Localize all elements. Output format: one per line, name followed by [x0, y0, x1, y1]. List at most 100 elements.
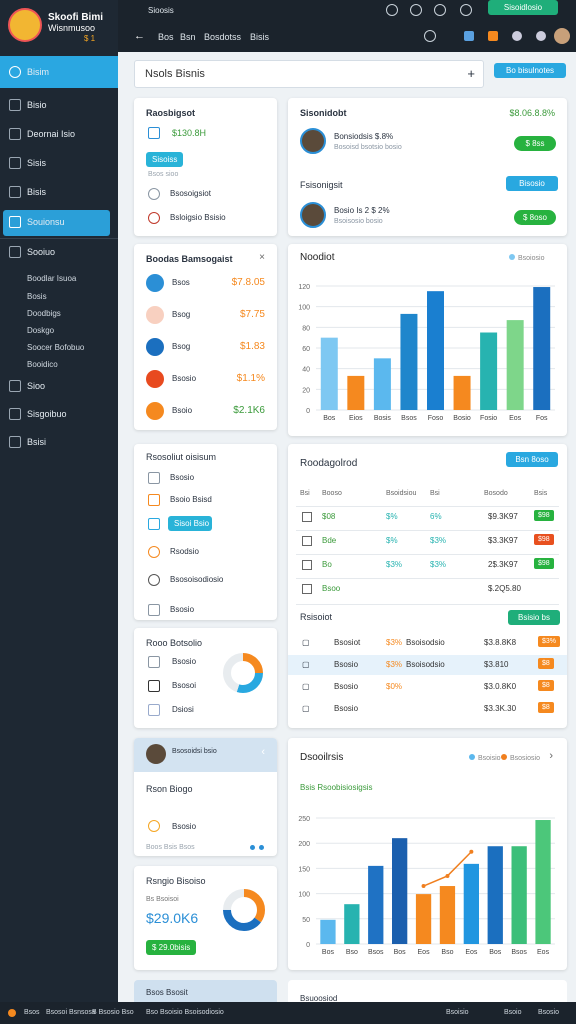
nav-link[interactable]: Bosdotss: [204, 32, 242, 42]
nav-subitem[interactable]: Doodbigs: [27, 309, 61, 318]
cell: $3.8.8K8: [484, 638, 517, 647]
row-label: Bsog: [172, 342, 191, 351]
icon: [9, 99, 21, 111]
chart-card: Dsooilrsis Bsis Rsoobisiosigsis 0 50 100 150 2…: [288, 738, 567, 970]
checkbox[interactable]: [302, 512, 312, 522]
card: Bsosoidsi bsio ‹ Rson Biogo Bsosio Boos Bsis…: [134, 738, 277, 856]
card: Rooo Botsolio Bsosio Bsosoi Dsiosi: [134, 628, 277, 728]
row-text: Bsosoisodiosio: [170, 575, 224, 584]
legend-label: Bsosiosio: [510, 755, 540, 762]
nav-item[interactable]: Bisim: [27, 67, 49, 77]
nav-subitem[interactable]: Boodlar Isuoa: [27, 274, 77, 283]
brand-sub: Wisnmusoo: [48, 23, 96, 33]
nav-subitem[interactable]: Soocer Bofobuo: [27, 343, 85, 352]
row-value: $7.75: [239, 309, 265, 320]
nav-item[interactable]: Bsisi: [27, 437, 47, 447]
stat: $8.06.8.8%: [509, 108, 555, 118]
card: Roodagolrod Bsn 8oso Bsi Booso Bsoidsiou Bsi B…: [288, 444, 567, 728]
bar: [320, 919, 336, 944]
bar: [392, 838, 408, 944]
topbar: Sioosis Sisoidlosio ← Bos Bsn Bosdotss Bisis: [118, 0, 576, 52]
bar: [439, 886, 456, 944]
logo: [8, 8, 42, 42]
chart: Dsooilrsis Bsis Rsoobisiosigsis 0 50 100 150 2…: [298, 752, 555, 956]
row-line: [296, 554, 559, 555]
circle: [146, 370, 164, 388]
cell: Bsosiot: [334, 638, 361, 647]
badge: $3%: [538, 636, 561, 647]
badge: $ 29.0bisis: [146, 940, 197, 955]
y-tick-label: 60: [302, 346, 310, 353]
nav-item[interactable]: Bisio: [27, 100, 47, 110]
checkbox[interactable]: [302, 584, 312, 594]
tool[interactable]: [464, 31, 474, 41]
cell: Bsosio: [334, 682, 359, 691]
badge: Sisoi Bsio: [168, 516, 212, 531]
tool[interactable]: [488, 31, 498, 41]
donut: [223, 653, 263, 693]
status-text: Bsoio: [504, 1009, 522, 1016]
icon: [9, 436, 21, 448]
badge: $8: [538, 658, 554, 669]
nav-item[interactable]: Bisis: [27, 187, 47, 197]
cell: Bsosio: [334, 704, 359, 713]
col-header: Bsoidsiou: [386, 490, 417, 497]
bar: [347, 375, 365, 410]
dot: [250, 845, 255, 850]
card-title: Rson Biogo: [146, 784, 193, 794]
sidebar: Skoofi Bimi Wisnmusoo $ 1 Bisim Bisio Deornai…: [0, 0, 118, 1002]
x-tick-label: Bos: [322, 949, 335, 956]
nav-link[interactable]: Bsn: [180, 32, 196, 42]
badge: Sisoiss: [146, 152, 184, 167]
cell: Bsoo: [322, 584, 341, 593]
x-tick-label: Bsos: [511, 949, 527, 956]
search-box[interactable]: Nsols Bisnis +: [134, 60, 484, 88]
tool[interactable]: [536, 31, 546, 41]
nav-link[interactable]: Bos: [158, 32, 174, 42]
point: [469, 849, 474, 854]
icon: [148, 820, 160, 832]
dot: [259, 845, 264, 850]
legend-swatch: [501, 754, 507, 760]
y-tick-label: 0: [306, 942, 310, 949]
icon: [9, 380, 21, 392]
x-tick-label: Bosio: [453, 415, 471, 422]
nav-item[interactable]: Sisis: [27, 158, 47, 168]
nav-link[interactable]: Bisis: [250, 32, 270, 42]
next[interactable]: ›: [549, 750, 553, 762]
amount: $130.8H: [172, 128, 207, 138]
row-highlight: [288, 655, 567, 675]
icon: [9, 128, 21, 140]
circle: [146, 306, 164, 324]
nav-item[interactable]: Deornai Isio: [27, 129, 76, 139]
checkbox[interactable]: [302, 536, 312, 546]
nav-item[interactable]: Sioo: [27, 381, 46, 391]
nav-subitem[interactable]: Doskgo: [27, 326, 55, 335]
tool[interactable]: [512, 31, 522, 41]
bar: [463, 863, 479, 944]
icon: [460, 4, 472, 16]
bar: [506, 320, 524, 410]
bar: [535, 820, 551, 944]
icon: [148, 472, 160, 484]
nav-item[interactable]: Sisgoibuo: [27, 409, 67, 419]
bar: [368, 865, 384, 944]
nav-subitem[interactable]: Bosis: [27, 292, 47, 301]
icon: [148, 212, 160, 224]
donut-segment: [223, 889, 265, 931]
badge: $ 8oso: [514, 210, 556, 225]
icon: [9, 408, 21, 420]
x-tick-label: Eos: [509, 415, 522, 422]
nav-item[interactable]: Souionsu: [27, 217, 65, 227]
badge: $ 8ss: [514, 136, 556, 151]
nav-subitem[interactable]: Booidico: [27, 360, 58, 369]
icon: [148, 127, 160, 139]
row-line: [296, 604, 559, 605]
nav-item[interactable]: Sooiuo: [27, 247, 56, 257]
x-tick-label: Bos: [489, 949, 502, 956]
close[interactable]: ×: [259, 252, 265, 263]
icon: [9, 186, 21, 198]
circle: [146, 274, 164, 292]
dot: [8, 1009, 16, 1017]
checkbox[interactable]: [302, 560, 312, 570]
